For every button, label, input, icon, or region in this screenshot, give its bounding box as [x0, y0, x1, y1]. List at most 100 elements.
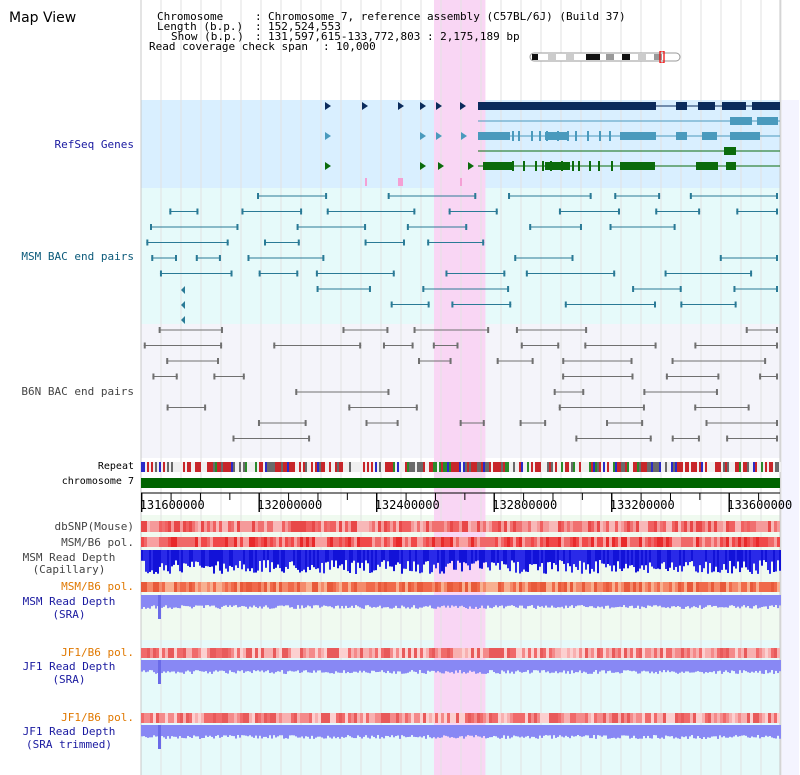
jf1-sra-depth-bar [519, 660, 521, 672]
jf1-pol-cell [678, 648, 681, 658]
jf1-pol-2-cell [711, 713, 714, 723]
msm-bac-pair-end [734, 301, 737, 308]
jf1-pol-2-cell [537, 713, 540, 723]
msm-sra-depth-bar [687, 595, 689, 607]
repeat-element [223, 462, 225, 472]
jf1-pol-cell [174, 648, 177, 658]
jf1-sra-depth-bar [539, 660, 541, 673]
jf1-pol-2-cell [462, 713, 465, 723]
msm-b6-pol-cell [171, 537, 174, 547]
jf1-trimmed-depth-bar [749, 725, 751, 738]
jf1-sra-depth-bar [511, 660, 513, 672]
capillary-depth-bar [193, 550, 195, 567]
msm-sra-depth-bar [403, 595, 405, 607]
msm-sra-depth-bar [325, 595, 327, 606]
capillary-depth-bar [151, 550, 153, 571]
msm-b6-pol-2-cell [249, 582, 252, 592]
jf1-sra-depth-bar [479, 660, 481, 673]
msm-b6-pol-2-cell [450, 582, 453, 592]
jf1-trimmed-depth-bar [475, 725, 477, 736]
capillary-depth-bar [689, 550, 691, 563]
msm-b6-pol-cell [363, 537, 366, 547]
jf1-pol-cell [228, 648, 231, 658]
dbsnp-cell [567, 521, 570, 532]
chromosome-ideogram[interactable] [528, 51, 684, 63]
repeat-element [761, 462, 763, 472]
jf1-pol-2-cell [180, 713, 183, 723]
repeat-element [557, 462, 559, 472]
jf1-pol-2-cell [165, 713, 168, 723]
jf1-trimmed-depth-bar [435, 725, 437, 739]
jf1-trimmed-depth-bar [549, 725, 551, 736]
jf1-trimmed-depth-bar [177, 725, 179, 739]
repeat-element [379, 462, 381, 472]
dbsnp-cell [330, 521, 333, 532]
b6n-bac-pair-end [359, 342, 362, 349]
msm-sra-depth-bar [449, 595, 451, 608]
msm-b6-pol-2-cell [315, 582, 318, 592]
jf1-pol-cell [471, 648, 474, 658]
jf1-pol-2-cell [168, 713, 171, 723]
capillary-depth-bar [325, 550, 327, 563]
jf1-pol-cell [555, 648, 558, 658]
msm-b6-pol-2-cell [252, 582, 255, 592]
gene-exon-tick [611, 161, 613, 171]
jf1-trimmed-depth-bar [565, 725, 567, 736]
jf1-trimmed-depth-bar [161, 725, 163, 737]
jf1-sra-depth-bar [267, 660, 269, 671]
msm-b6-pol-2-cell [480, 582, 483, 592]
jf1-pol-2-cell [603, 713, 606, 723]
repeat-element [203, 462, 205, 472]
b6n-bac-pair-end [308, 435, 311, 442]
jf1-pol-2-cell [564, 713, 567, 723]
repeat-element [411, 462, 413, 472]
dbsnp-cell [435, 521, 438, 532]
msm-sra-depth-bar [617, 595, 619, 608]
msm-sra-depth-bar [713, 595, 715, 606]
jf1-pol-2-cell [558, 713, 561, 723]
jf1-pol-label-2: JF1/B6 pol. [61, 711, 134, 724]
msm-b6-pol-2-cell [153, 582, 156, 592]
jf1-pol-2-cell [444, 713, 447, 723]
dbsnp-cell [369, 521, 372, 532]
dbsnp-cell [345, 521, 348, 532]
jf1-pol-2-cell [519, 713, 522, 723]
jf1-sra-depth-bar [659, 660, 661, 671]
jf1-sra-depth-bar [337, 660, 339, 673]
msm-b6-pol-2-cell [159, 582, 162, 592]
dbsnp-cell [219, 521, 222, 532]
jf1-sra-depth-bar [307, 660, 309, 673]
repeat-element [571, 462, 573, 472]
msm-b6-pol-cell [774, 537, 777, 547]
capillary-depth-bar [399, 550, 401, 564]
jf1-sra-depth-bar [403, 660, 405, 674]
capillary-depth-bar [431, 550, 433, 573]
jf1-pol-cell [474, 648, 477, 658]
jf1-pol-cell [756, 648, 759, 658]
jf1-sra-depth-bar [725, 660, 727, 671]
jf1-pol-2-cell [243, 713, 246, 723]
msm-bac-pair-end [297, 239, 300, 246]
dbsnp-cell [438, 521, 441, 532]
jf1-pol-cell [624, 648, 627, 658]
jf1-pol-cell [357, 648, 360, 658]
jf1-pol-cell [405, 648, 408, 658]
msm-b6-pol-cell [492, 537, 495, 547]
jf1-pol-cell [717, 648, 720, 658]
capillary-depth-bar [403, 550, 405, 569]
msm-b6-pol-cell [264, 537, 267, 547]
jf1-sra-depth-bar [673, 660, 675, 672]
gene-exon [730, 132, 760, 140]
b6n-bac-pair-end [606, 420, 609, 426]
jf1-pol-cell [534, 648, 537, 658]
gene-exon-tick [542, 161, 544, 171]
jf1-sra-depth-bar [309, 660, 311, 673]
jf1-trimmed-depth-bar [465, 725, 467, 737]
msm-b6-pol-cell [285, 537, 288, 547]
capillary-depth-bar [545, 550, 547, 574]
msm-sra-depth-bar [527, 595, 529, 607]
msm-b6-pol-cell [576, 537, 579, 547]
capillary-depth-bar [415, 550, 417, 572]
jf1-pol-2-cell [510, 713, 513, 723]
jf1-pol-2-cell [747, 713, 750, 723]
